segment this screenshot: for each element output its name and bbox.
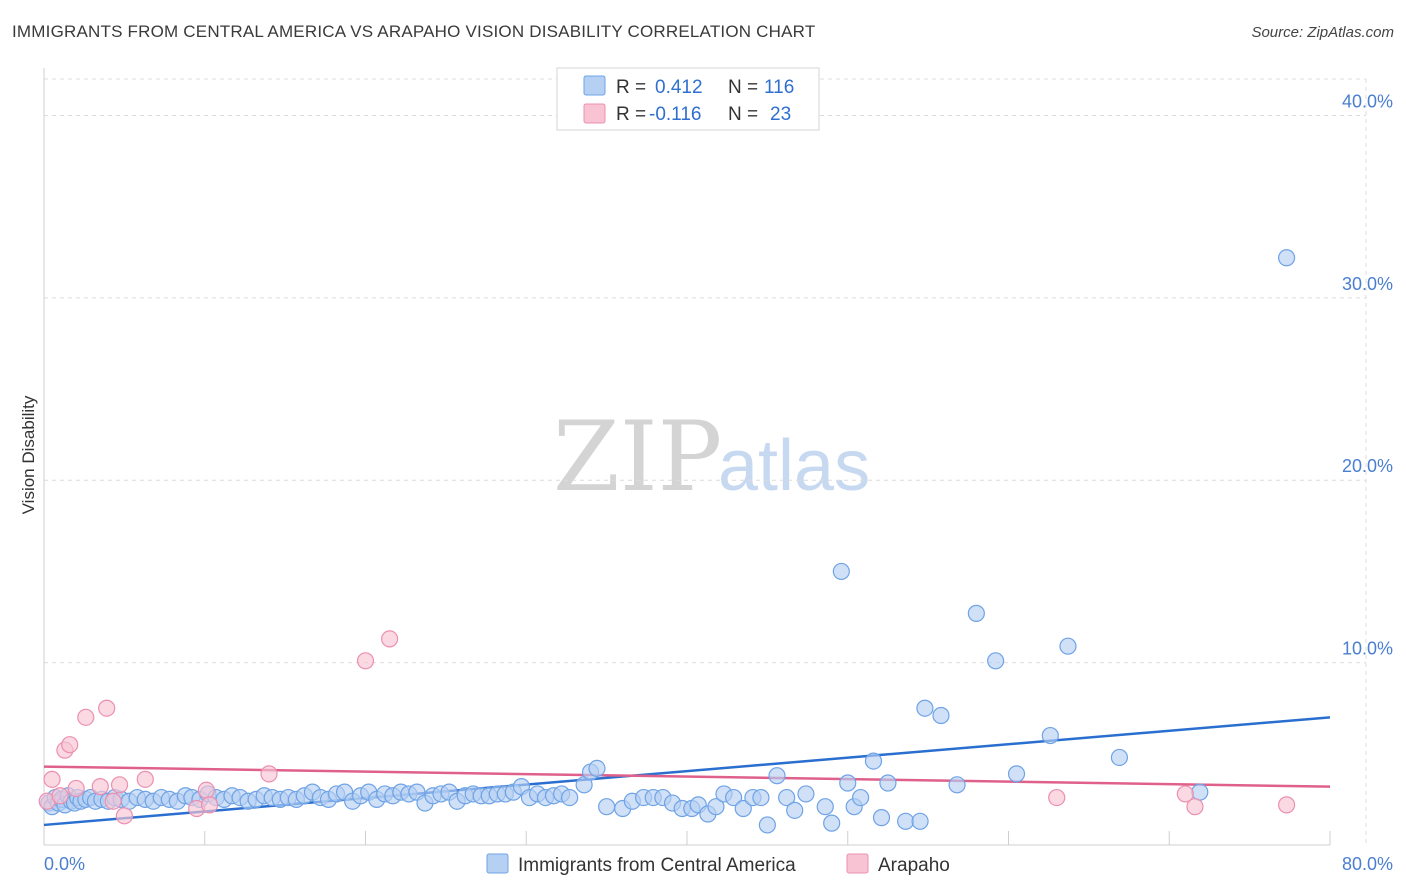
- scatter-point: [588, 759, 606, 778]
- scatter-point: [864, 752, 883, 770]
- scatter-point: [51, 787, 69, 805]
- scatter-point: [778, 788, 796, 807]
- scatter-point: [1191, 783, 1209, 801]
- axes: 10.0% 20.0% 30.0% 40.0% 0.0% 80.0%: [43, 68, 1393, 874]
- scatter-point: [1059, 637, 1077, 655]
- y-tick-label: 40.0%: [1342, 91, 1393, 111]
- scatter-point: [260, 765, 278, 783]
- scatter-point: [911, 812, 929, 830]
- scatter-point: [725, 788, 743, 807]
- scatter-point: [43, 770, 61, 788]
- series-immigrants-points: [40, 249, 1296, 834]
- scatter-point: [1176, 785, 1194, 803]
- scatter-point: [797, 785, 815, 803]
- legend-r-label-1: R =: [616, 77, 646, 98]
- scatter-point: [832, 562, 850, 581]
- scatter-point: [197, 781, 215, 799]
- trend-line-arapaho: [43, 765, 1331, 788]
- scatter-point: [67, 779, 85, 798]
- scatter-point: [786, 801, 804, 819]
- scatter-point: [948, 776, 966, 794]
- scatter-point: [839, 774, 857, 792]
- series-legend: Immigrants from Central America Arapaho: [486, 853, 950, 876]
- scatter-point: [104, 792, 122, 810]
- scatter-point: [1048, 788, 1066, 807]
- legend-n-label-2: N =: [728, 104, 758, 125]
- scatter-point: [200, 796, 219, 814]
- scatter-point: [1277, 249, 1296, 267]
- scatter-point: [823, 814, 841, 832]
- y-tick-label: 10.0%: [1342, 639, 1393, 659]
- x-tick-label-max: 80.0%: [1342, 854, 1393, 874]
- series-arapaho-points: [38, 630, 1296, 825]
- scatter-point: [967, 604, 985, 622]
- y-tick-label: 20.0%: [1342, 456, 1393, 476]
- scatter-point: [356, 652, 375, 670]
- scatter-point: [1007, 765, 1026, 783]
- series-label-immigrants: Immigrants from Central America: [518, 855, 796, 876]
- scatter-point: [1110, 748, 1129, 767]
- series-swatch-arapaho: [846, 853, 869, 874]
- scatter-point: [1186, 798, 1204, 816]
- legend-swatch-pink: [583, 103, 606, 124]
- series-swatch-immigrants: [486, 853, 509, 874]
- scatter-point: [115, 807, 133, 825]
- chart-title: IMMIGRANTS FROM CENTRAL AMERICA VS ARAPA…: [12, 22, 816, 41]
- scatter-point: [561, 788, 579, 807]
- scatter-point: [77, 708, 95, 726]
- scatter-point: [758, 816, 776, 834]
- legend-r-value-2: -0.116: [649, 104, 701, 125]
- legend-n-value-1: 116: [764, 77, 794, 98]
- scatter-point: [816, 798, 834, 816]
- legend-n-label-1: N =: [728, 77, 758, 98]
- scatter-point: [61, 736, 79, 754]
- legend-swatch-blue: [583, 75, 606, 96]
- scatter-point: [987, 652, 1005, 670]
- legend-r-value-1: 0.412: [655, 77, 703, 98]
- legend-n-value-2: 23: [770, 104, 791, 125]
- scatter-point: [916, 699, 934, 717]
- scatter-point: [98, 699, 116, 717]
- legend-r-label-2: R =: [616, 104, 646, 125]
- scatter-point: [752, 788, 770, 807]
- scatter-point: [598, 798, 616, 816]
- scatter-point: [879, 774, 897, 792]
- scatter-point: [734, 799, 752, 818]
- correlation-legend: R = 0.412 N = 116 R = -0.116 N = 23: [556, 67, 820, 131]
- series-label-arapaho: Arapaho: [878, 855, 950, 876]
- scatter-point: [1277, 796, 1296, 814]
- x-tick-label-min: 0.0%: [44, 854, 85, 874]
- scatter-point: [872, 809, 891, 827]
- scatter-point: [707, 798, 725, 816]
- scatter-point: [91, 778, 109, 796]
- watermark-atlas: atlas: [718, 426, 870, 506]
- y-tick-label: 30.0%: [1342, 274, 1393, 294]
- data-points: [38, 249, 1296, 834]
- scatter-point: [110, 776, 129, 794]
- source-label: Source: ZipAtlas.com: [1251, 24, 1394, 41]
- scatter-point: [932, 706, 950, 725]
- scatter-point: [1041, 726, 1059, 745]
- scatter-point: [136, 770, 154, 788]
- scatter-point: [768, 767, 786, 785]
- scatter-point: [381, 630, 399, 648]
- y-axis-title: Vision Disability: [19, 395, 38, 514]
- scatter-point: [852, 788, 870, 807]
- watermark-zip: ZIP: [553, 401, 722, 513]
- scatter-point: [897, 812, 915, 830]
